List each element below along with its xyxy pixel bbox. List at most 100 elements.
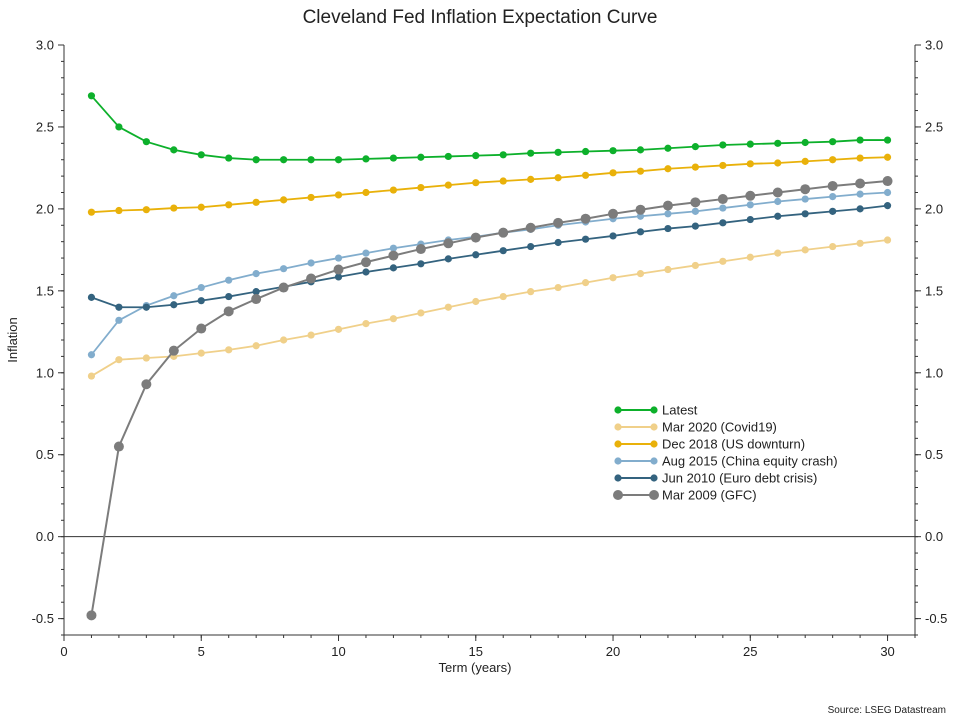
- data-point: [444, 303, 452, 311]
- data-point: [307, 331, 315, 339]
- data-point: [389, 154, 398, 162]
- data-point: [115, 206, 123, 215]
- data-point: [829, 156, 837, 164]
- data-point: [691, 222, 699, 230]
- data-point: [635, 204, 646, 215]
- data-point: [362, 249, 370, 257]
- data-point: [197, 283, 205, 292]
- data-point: [142, 303, 150, 311]
- plot-frame: [63, 45, 916, 636]
- data-point: [581, 235, 590, 243]
- data-point: [280, 156, 288, 164]
- data-point: [362, 155, 370, 163]
- data-point: [223, 306, 234, 317]
- data-point: [252, 270, 260, 278]
- x-tick-label: 25: [743, 644, 757, 659]
- data-point: [252, 288, 260, 296]
- data-point: [470, 232, 481, 243]
- data-point: [142, 354, 150, 362]
- data-point: [280, 336, 288, 344]
- data-point: [168, 345, 179, 356]
- data-point: [115, 356, 123, 364]
- legend-marker: [649, 490, 659, 500]
- data-point: [636, 146, 645, 154]
- right-y-axis: -0.5 0.0 0.5 1.0 1.5 2.0 2.5 3.0: [915, 38, 947, 636]
- data-point: [746, 140, 754, 148]
- chart-title: Cleveland Fed Inflation Expectation Curv…: [303, 7, 658, 28]
- series-4: [87, 188, 892, 359]
- right-tick-label: 2.5: [925, 119, 943, 134]
- data-point: [774, 212, 782, 220]
- legend: Latest Mar 2020 (Covid19) Dec 2018 (US dow…: [613, 403, 838, 503]
- y-axis-title: Inflation: [5, 317, 20, 363]
- data-point: [608, 208, 619, 219]
- data-point: [719, 204, 727, 212]
- data-point: [554, 238, 562, 247]
- data-point: [827, 180, 838, 191]
- legend-label: Latest: [662, 403, 698, 418]
- x-axis-title: Term (years): [439, 660, 512, 675]
- legend-label: Mar 2020 (Covid19): [662, 420, 777, 435]
- series-line: [91, 204, 888, 309]
- legend-marker: [613, 490, 623, 500]
- data-point: [554, 283, 562, 292]
- data-point: [829, 207, 837, 215]
- data-point: [472, 152, 480, 160]
- right-tick-label: 1.0: [925, 365, 943, 380]
- data-point: [86, 610, 97, 621]
- data-point: [717, 194, 728, 205]
- data-point: [115, 303, 123, 311]
- data-point: [362, 188, 370, 197]
- data-point: [306, 273, 317, 284]
- data-point: [388, 250, 399, 261]
- data-point: [581, 147, 590, 156]
- left-tick-label: 3.0: [36, 38, 54, 53]
- data-point: [883, 136, 892, 144]
- data-point: [746, 201, 754, 209]
- data-point: [636, 270, 645, 278]
- data-point: [225, 346, 233, 354]
- data-point: [801, 157, 809, 165]
- data-point: [87, 208, 96, 216]
- data-point: [334, 325, 343, 333]
- data-point: [499, 151, 507, 159]
- data-point: [362, 268, 370, 276]
- data-point: [801, 195, 809, 203]
- data-point: [636, 212, 645, 220]
- data-point: [472, 297, 480, 306]
- data-point: [334, 273, 343, 281]
- data-point: [307, 193, 315, 202]
- data-point: [307, 156, 315, 164]
- data-point: [829, 138, 837, 146]
- data-point: [499, 247, 507, 255]
- x-tick-label: 5: [198, 644, 205, 659]
- data-point: [690, 197, 701, 208]
- data-point: [444, 255, 452, 263]
- data-point: [801, 138, 809, 147]
- data-point: [746, 215, 754, 224]
- data-point: [664, 210, 672, 218]
- data-point: [499, 177, 507, 185]
- data-point: [225, 276, 233, 284]
- data-point: [362, 320, 370, 328]
- legend-marker: [614, 423, 622, 431]
- series-3: [87, 153, 892, 216]
- data-point: [444, 152, 452, 161]
- data-point: [580, 213, 591, 224]
- legend-marker: [650, 457, 658, 465]
- data-point: [609, 274, 617, 282]
- data-point: [307, 259, 315, 267]
- data-point: [278, 282, 289, 293]
- series-5: [87, 202, 892, 311]
- data-point: [856, 190, 864, 198]
- data-point: [774, 139, 782, 147]
- data-point: [360, 257, 371, 268]
- data-point: [829, 192, 837, 201]
- data-point: [225, 292, 233, 301]
- data-point: [252, 198, 260, 206]
- data-point: [113, 441, 124, 452]
- legend-label: Mar 2009 (GFC): [662, 488, 757, 503]
- left-y-axis: -0.5 0.0 0.5 1.0 1.5 2.0 2.5 3.0: [32, 38, 64, 636]
- data-point: [662, 200, 673, 211]
- left-tick-label: 0.5: [36, 447, 54, 462]
